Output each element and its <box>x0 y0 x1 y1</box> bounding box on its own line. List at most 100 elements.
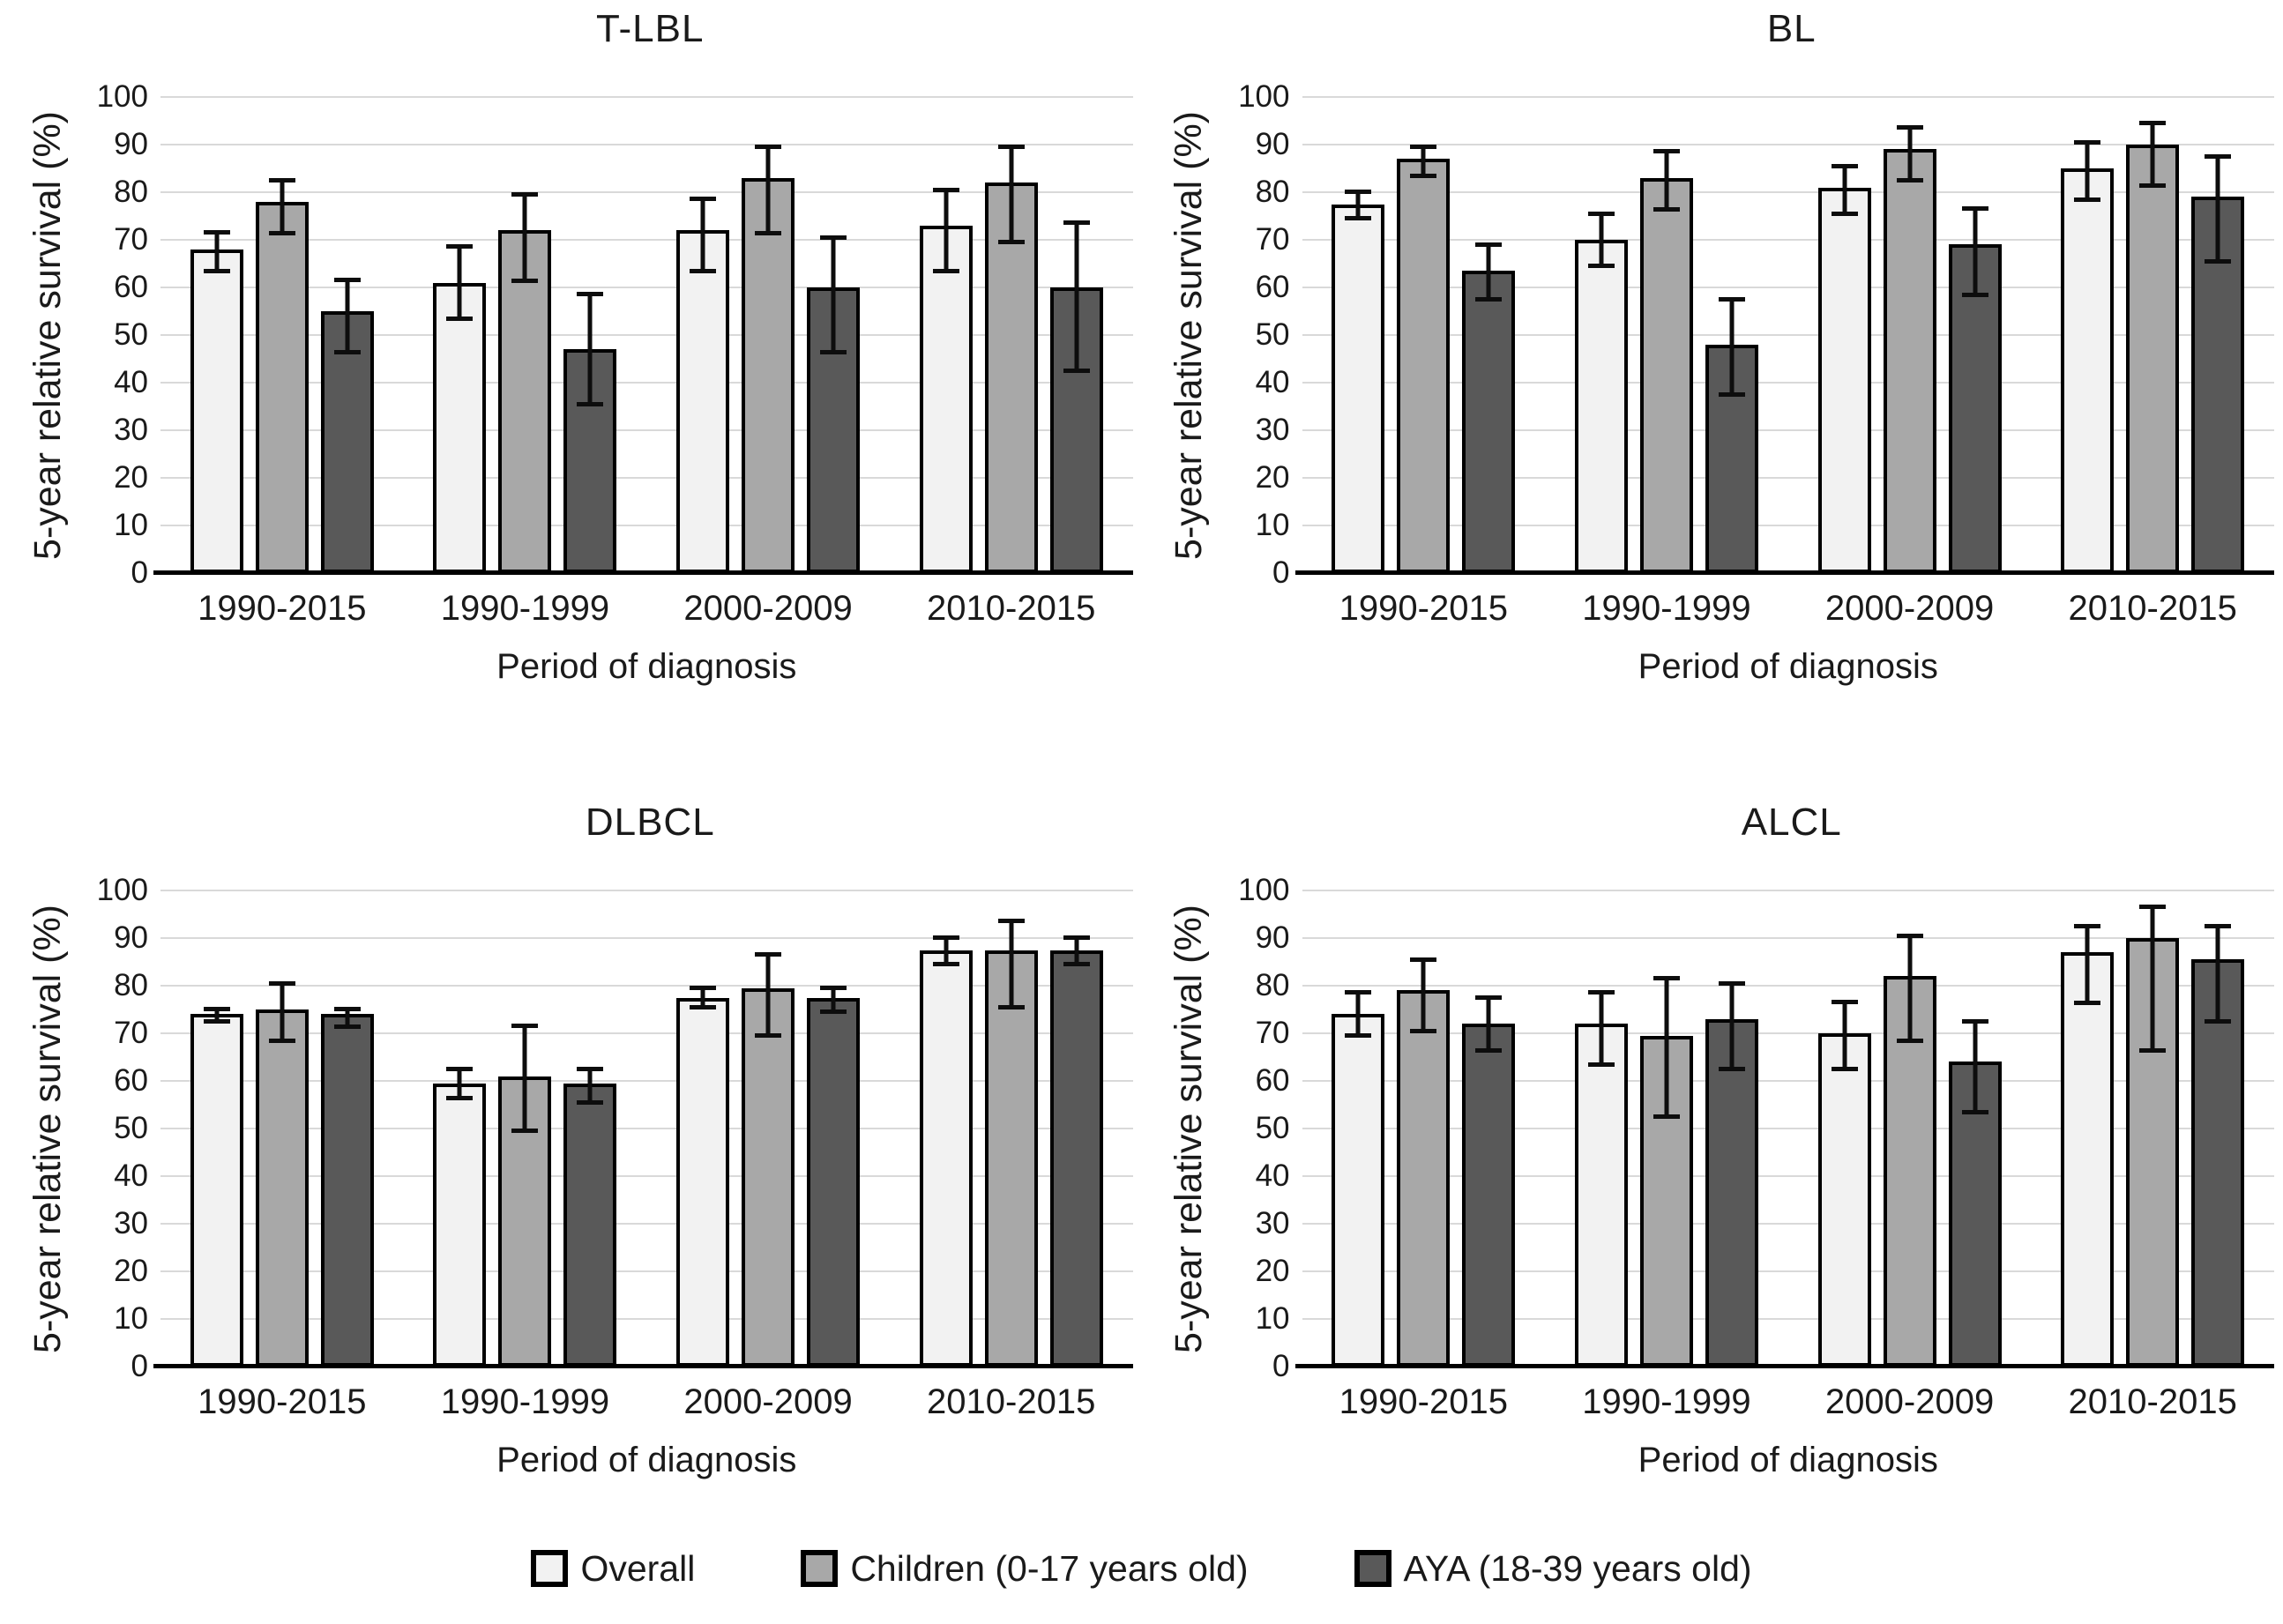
bar-slot <box>919 890 973 1367</box>
error-bar-cap-bottom <box>820 349 847 354</box>
x-category-label: 1990-2015 <box>1339 1382 1508 1421</box>
error-bar-cap-top <box>268 177 295 183</box>
y-tick-label-90: 90 <box>114 920 148 955</box>
gridline-80 <box>160 191 1133 193</box>
gridline-60 <box>1302 287 2274 288</box>
bar-slot <box>984 97 1038 573</box>
bar-slot <box>1332 890 1385 1367</box>
chart-row: 5-year relative survival (%) 0 10 20 30 40 50… <box>16 81 1133 588</box>
bar-group-1990-1999 <box>1545 890 1788 1367</box>
bar-group-1990-1999 <box>404 890 647 1367</box>
gridline-70 <box>1302 1032 2274 1034</box>
error-bar-cap-top <box>1345 190 1372 195</box>
bar-slot <box>919 97 973 573</box>
bar-slot <box>190 97 243 573</box>
error-bar-cap-top <box>203 1007 230 1012</box>
plot-area-tlbl <box>153 96 1133 575</box>
bar-slot <box>1049 890 1103 1367</box>
y-tick-label-10: 10 <box>1255 1301 1290 1336</box>
x-category-label: 1990-2015 <box>1339 589 1508 628</box>
y-axis-ticks: 0 10 20 30 40 50 60 70 80 90 100 <box>79 81 160 588</box>
error-bar-line <box>1074 935 1079 967</box>
bar-overall-2000-2009 <box>676 230 730 573</box>
bar-slot <box>563 890 617 1367</box>
bar-groups <box>1302 97 2275 573</box>
error-bar-cap-top <box>577 292 604 297</box>
y-axis-label-column: 5-year relative survival (%) <box>1158 97 1221 573</box>
bar-slot <box>1883 890 1936 1367</box>
error-bar-line <box>1973 206 1978 297</box>
error-bar-line <box>2085 139 2090 202</box>
x-axis-baseline <box>1294 570 2274 575</box>
error-bar-cap-top <box>1587 211 1615 216</box>
bar-overall-2010-2015 <box>2061 952 2115 1367</box>
gridline-30 <box>1302 1223 2274 1225</box>
error-bar-cap-bottom <box>1475 297 1503 302</box>
chart-row: 5-year relative survival (%) 0 10 20 30 40 50… <box>1158 875 2274 1382</box>
error-bar-cap-bottom <box>1410 173 1437 178</box>
error-bar-cap-top <box>1961 206 1988 212</box>
x-category-label: 2010-2015 <box>927 589 1096 628</box>
bar-overall-2010-2015 <box>919 950 973 1367</box>
x-category-label: 2000-2009 <box>683 1382 853 1421</box>
chart-row: 5-year relative survival (%) 0 10 20 30 40 50… <box>1158 81 2275 588</box>
error-bar-cap-bottom <box>1587 264 1615 269</box>
bar-group-2010-2015 <box>2031 890 2274 1367</box>
y-axis-label: 5-year relative survival (%) <box>1168 110 1210 560</box>
error-bar-cap-top <box>1831 1000 1858 1005</box>
y-tick-label-80: 80 <box>1255 175 1290 209</box>
error-bar-cap-top <box>1587 990 1615 995</box>
y-axis-label-column: 5-year relative survival (%) <box>16 890 79 1367</box>
y-axis-label: 5-year relative survival (%) <box>26 904 69 1353</box>
y-tick-label-80: 80 <box>114 175 148 209</box>
y-axis-ticks: 0 10 20 30 40 50 60 70 80 90 100 <box>1221 875 1302 1382</box>
error-bar <box>2074 923 2101 1005</box>
error-bar-line <box>765 952 771 1039</box>
error-bar <box>1475 995 1503 1053</box>
error-bar-cap-bottom <box>446 1095 474 1100</box>
bar-slot <box>498 97 552 573</box>
error-bar-cap-bottom <box>755 230 782 235</box>
error-bar <box>2074 139 2101 202</box>
error-bar-line <box>1599 211 1604 269</box>
gridline-10 <box>1302 1318 2274 1320</box>
error-bar-line <box>280 177 285 235</box>
legend-label-children: Children (0-17 years old) <box>850 1548 1249 1589</box>
legend-item-aya: AYA (18-39 years old) <box>1354 1546 1752 1590</box>
gridline-100 <box>1302 96 2274 98</box>
bar-children-1990-2015 <box>1397 990 1451 1367</box>
error-bar <box>820 235 847 354</box>
bar-slot <box>2126 97 2180 573</box>
error-bar-cap-top <box>2139 905 2167 910</box>
gridline-70 <box>160 239 1133 241</box>
error-bar-cap-top <box>1718 980 1745 986</box>
error-bar-cap-bottom <box>511 278 539 283</box>
bar-slot <box>742 890 795 1367</box>
error-bar-cap-top <box>1063 220 1090 226</box>
error-bar <box>1831 1000 1858 1072</box>
error-bar <box>203 230 230 273</box>
error-bar-cap-top <box>2205 923 2232 928</box>
bar-children-1990-2015 <box>255 201 309 573</box>
bar-group-1990-2015 <box>160 97 404 573</box>
y-tick-label-90: 90 <box>1255 127 1290 161</box>
error-bar <box>1063 220 1090 374</box>
y-tick-label-70: 70 <box>1255 222 1290 257</box>
error-bar <box>2139 121 2167 188</box>
gridline-100 <box>160 890 1133 891</box>
legend-item-overall: Overall <box>531 1546 695 1590</box>
error-bar <box>2205 923 2232 1024</box>
error-bar-cap-top <box>333 278 361 283</box>
error-bar-cap-top <box>577 1066 604 1071</box>
bar-group-2010-2015 <box>890 97 1133 573</box>
error-bar <box>577 1066 604 1105</box>
bar-group-2000-2009 <box>1788 97 2032 573</box>
y-tick-label-70: 70 <box>1255 1016 1290 1050</box>
bar-overall-2010-2015 <box>919 225 973 573</box>
error-bar <box>690 197 717 273</box>
error-bar-line <box>1486 242 1491 302</box>
error-bar-cap-bottom <box>2205 259 2232 264</box>
error-bar-cap-bottom <box>511 1129 539 1134</box>
error-bar <box>511 1024 539 1134</box>
bar-overall-1990-2015 <box>190 1014 243 1367</box>
